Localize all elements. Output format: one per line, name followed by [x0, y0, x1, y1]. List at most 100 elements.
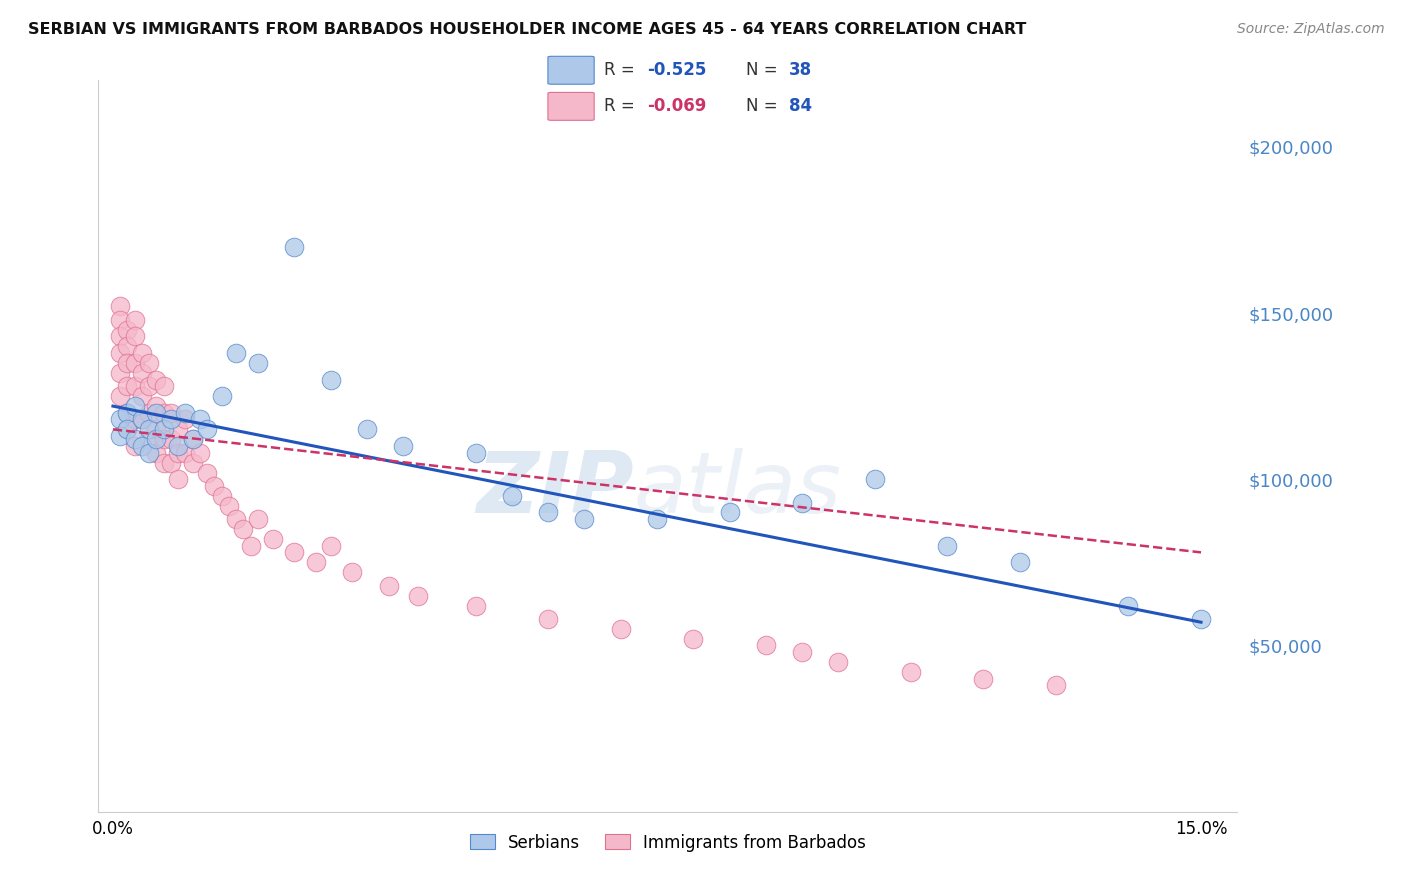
- Point: [167, 445, 190, 459]
- Point: [174, 412, 197, 426]
- Point: [138, 406, 160, 420]
- Point: [682, 632, 704, 646]
- Text: N =: N =: [747, 97, 783, 115]
- Point: [124, 433, 146, 447]
- Text: SERBIAN VS IMMIGRANTS FROM BARBADOS HOUSEHOLDER INCOME AGES 45 - 64 YEARS CORREL: SERBIAN VS IMMIGRANTS FROM BARBADOS HOUS…: [28, 22, 1026, 37]
- Point: [145, 422, 167, 436]
- Point: [145, 399, 167, 413]
- Point: [160, 406, 183, 420]
- Point: [537, 612, 560, 626]
- Point: [131, 346, 153, 360]
- Point: [406, 589, 429, 603]
- Point: [108, 312, 131, 326]
- Point: [160, 456, 183, 470]
- Point: [790, 645, 813, 659]
- Point: [204, 479, 226, 493]
- Point: [181, 456, 204, 470]
- Point: [218, 499, 240, 513]
- Point: [117, 339, 139, 353]
- Point: [262, 532, 284, 546]
- Point: [124, 329, 146, 343]
- Point: [117, 379, 139, 393]
- Point: [574, 512, 596, 526]
- Point: [283, 239, 305, 253]
- Point: [827, 655, 849, 669]
- Point: [1008, 555, 1031, 569]
- Point: [117, 422, 139, 436]
- Point: [972, 672, 994, 686]
- Point: [863, 472, 886, 486]
- Point: [377, 579, 399, 593]
- Point: [124, 312, 146, 326]
- Point: [1189, 612, 1212, 626]
- Point: [225, 346, 247, 360]
- Text: N =: N =: [747, 62, 783, 79]
- Point: [464, 445, 486, 459]
- Point: [247, 356, 270, 370]
- Point: [138, 433, 160, 447]
- Point: [145, 445, 167, 459]
- Point: [181, 433, 204, 447]
- Point: [124, 399, 146, 413]
- Point: [160, 433, 183, 447]
- Point: [195, 466, 218, 480]
- Point: [195, 422, 218, 436]
- Text: -0.069: -0.069: [647, 97, 706, 115]
- FancyBboxPatch shape: [548, 93, 595, 120]
- Point: [131, 412, 153, 426]
- Point: [174, 445, 197, 459]
- Point: [108, 346, 131, 360]
- Point: [138, 379, 160, 393]
- Point: [138, 445, 160, 459]
- Point: [124, 379, 146, 393]
- Point: [645, 512, 668, 526]
- Point: [145, 406, 167, 420]
- Point: [900, 665, 922, 679]
- Point: [283, 545, 305, 559]
- Point: [152, 433, 174, 447]
- Point: [117, 356, 139, 370]
- Point: [145, 372, 167, 386]
- Point: [152, 422, 174, 436]
- Point: [609, 622, 631, 636]
- Legend: Serbians, Immigrants from Barbados: Serbians, Immigrants from Barbados: [463, 827, 873, 858]
- Point: [718, 506, 741, 520]
- Point: [108, 366, 131, 380]
- Point: [319, 372, 342, 386]
- Point: [167, 472, 190, 486]
- Point: [188, 445, 211, 459]
- Point: [117, 406, 139, 420]
- FancyBboxPatch shape: [548, 56, 595, 84]
- Text: atlas: atlas: [634, 449, 842, 532]
- Point: [319, 539, 342, 553]
- Point: [342, 566, 364, 580]
- Point: [124, 412, 146, 426]
- Point: [167, 439, 190, 453]
- Point: [464, 599, 486, 613]
- Point: [152, 406, 174, 420]
- Text: 38: 38: [789, 62, 813, 79]
- Point: [145, 433, 167, 447]
- Point: [108, 389, 131, 403]
- Point: [305, 555, 328, 569]
- Point: [1045, 678, 1067, 692]
- Point: [108, 412, 131, 426]
- Point: [1118, 599, 1140, 613]
- Point: [138, 356, 160, 370]
- Point: [232, 522, 254, 536]
- Point: [152, 379, 174, 393]
- Point: [131, 439, 153, 453]
- Text: R =: R =: [605, 97, 640, 115]
- Point: [247, 512, 270, 526]
- Point: [790, 495, 813, 509]
- Text: 84: 84: [789, 97, 813, 115]
- Point: [131, 389, 153, 403]
- Point: [152, 456, 174, 470]
- Point: [211, 389, 233, 403]
- Point: [755, 639, 778, 653]
- Point: [936, 539, 959, 553]
- Point: [160, 412, 183, 426]
- Point: [239, 539, 262, 553]
- Point: [117, 422, 139, 436]
- Point: [108, 429, 131, 443]
